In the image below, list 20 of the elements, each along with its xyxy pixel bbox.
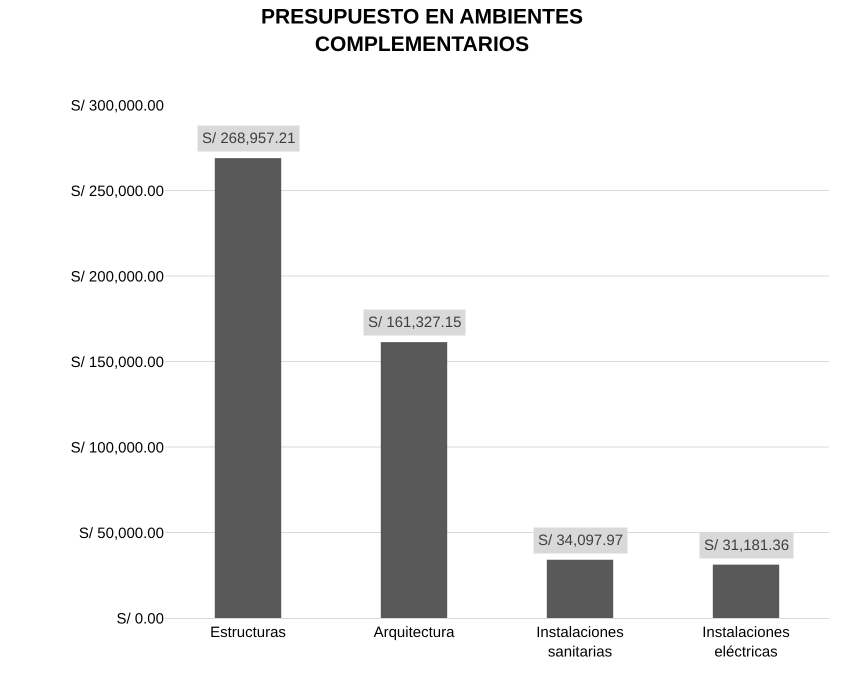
y-tick-label: S/ 300,000.00 [70,97,164,114]
x-tick-label: Instalaciones eléctricas [702,624,790,660]
bar [712,564,780,618]
y-tick-label: S/ 50,000.00 [78,524,164,542]
data-label: S/ 31,181.36 [704,537,790,554]
y-tick-label: S/ 100,000.00 [70,439,164,456]
y-tick-label: S/ 250,000.00 [70,182,164,200]
y-tick-label: S/ 150,000.00 [70,354,164,371]
x-tick-label: Estructuras [210,624,286,641]
x-tick-label: Arquitectura [374,624,456,641]
data-label: S/ 268,957.21 [202,130,296,147]
chart-title: PRESUPUESTO EN AMBIENTES COMPLEMENTARIOS [260,6,584,56]
bar [546,560,614,618]
x-tick-label: Instalaciones sanitarias [536,624,624,660]
bar [380,342,448,618]
y-tick-label: S/ 0.00 [116,610,164,628]
data-label: S/ 161,327.15 [368,314,462,331]
y-tick-label: S/ 200,000.00 [70,268,164,286]
data-label: S/ 34,097.97 [538,532,624,549]
bar [214,158,282,618]
